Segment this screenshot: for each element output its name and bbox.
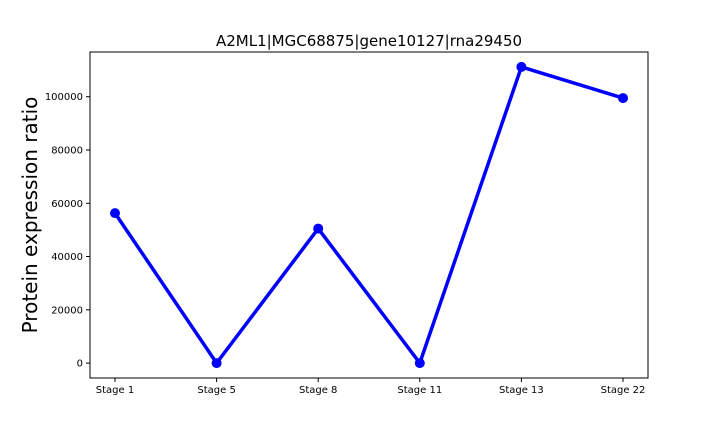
- data-point: [516, 61, 527, 72]
- y-axis-ticks: 0 20000 40000 60000 80000 100000: [45, 92, 90, 370]
- chart-title: A2ML1|MGC68875|gene10127|rna29450: [216, 32, 522, 50]
- x-tick-label: Stage 22: [601, 385, 646, 396]
- x-tick-label: Stage 13: [499, 385, 544, 396]
- x-axis-ticks: Stage 1 Stage 5 Stage 8 Stage 11 Stage 13 Sta…: [96, 378, 646, 396]
- data-point: [110, 208, 120, 219]
- data-point: [414, 358, 425, 369]
- data-point: [313, 223, 324, 234]
- y-axis-label: Protein expression ratio: [18, 97, 42, 334]
- y-tick-label: 0: [77, 359, 83, 370]
- x-tick-label: Stage 11: [397, 385, 442, 396]
- series-line: [113, 65, 624, 365]
- plot-frame: [89, 51, 649, 379]
- y-tick-label: 80000: [51, 146, 83, 157]
- x-tick-label: Stage 5: [197, 385, 235, 396]
- data-point: [618, 93, 628, 104]
- series-layer: [110, 61, 628, 369]
- x-tick-label: Stage 8: [299, 385, 337, 396]
- data-point: [211, 358, 222, 369]
- y-tick-label: 100000: [45, 92, 83, 103]
- x-tick-label: Stage 1: [96, 385, 134, 396]
- y-tick-label: 40000: [51, 252, 83, 263]
- y-tick-label: 60000: [51, 199, 83, 210]
- y-tick-label: 20000: [51, 305, 83, 316]
